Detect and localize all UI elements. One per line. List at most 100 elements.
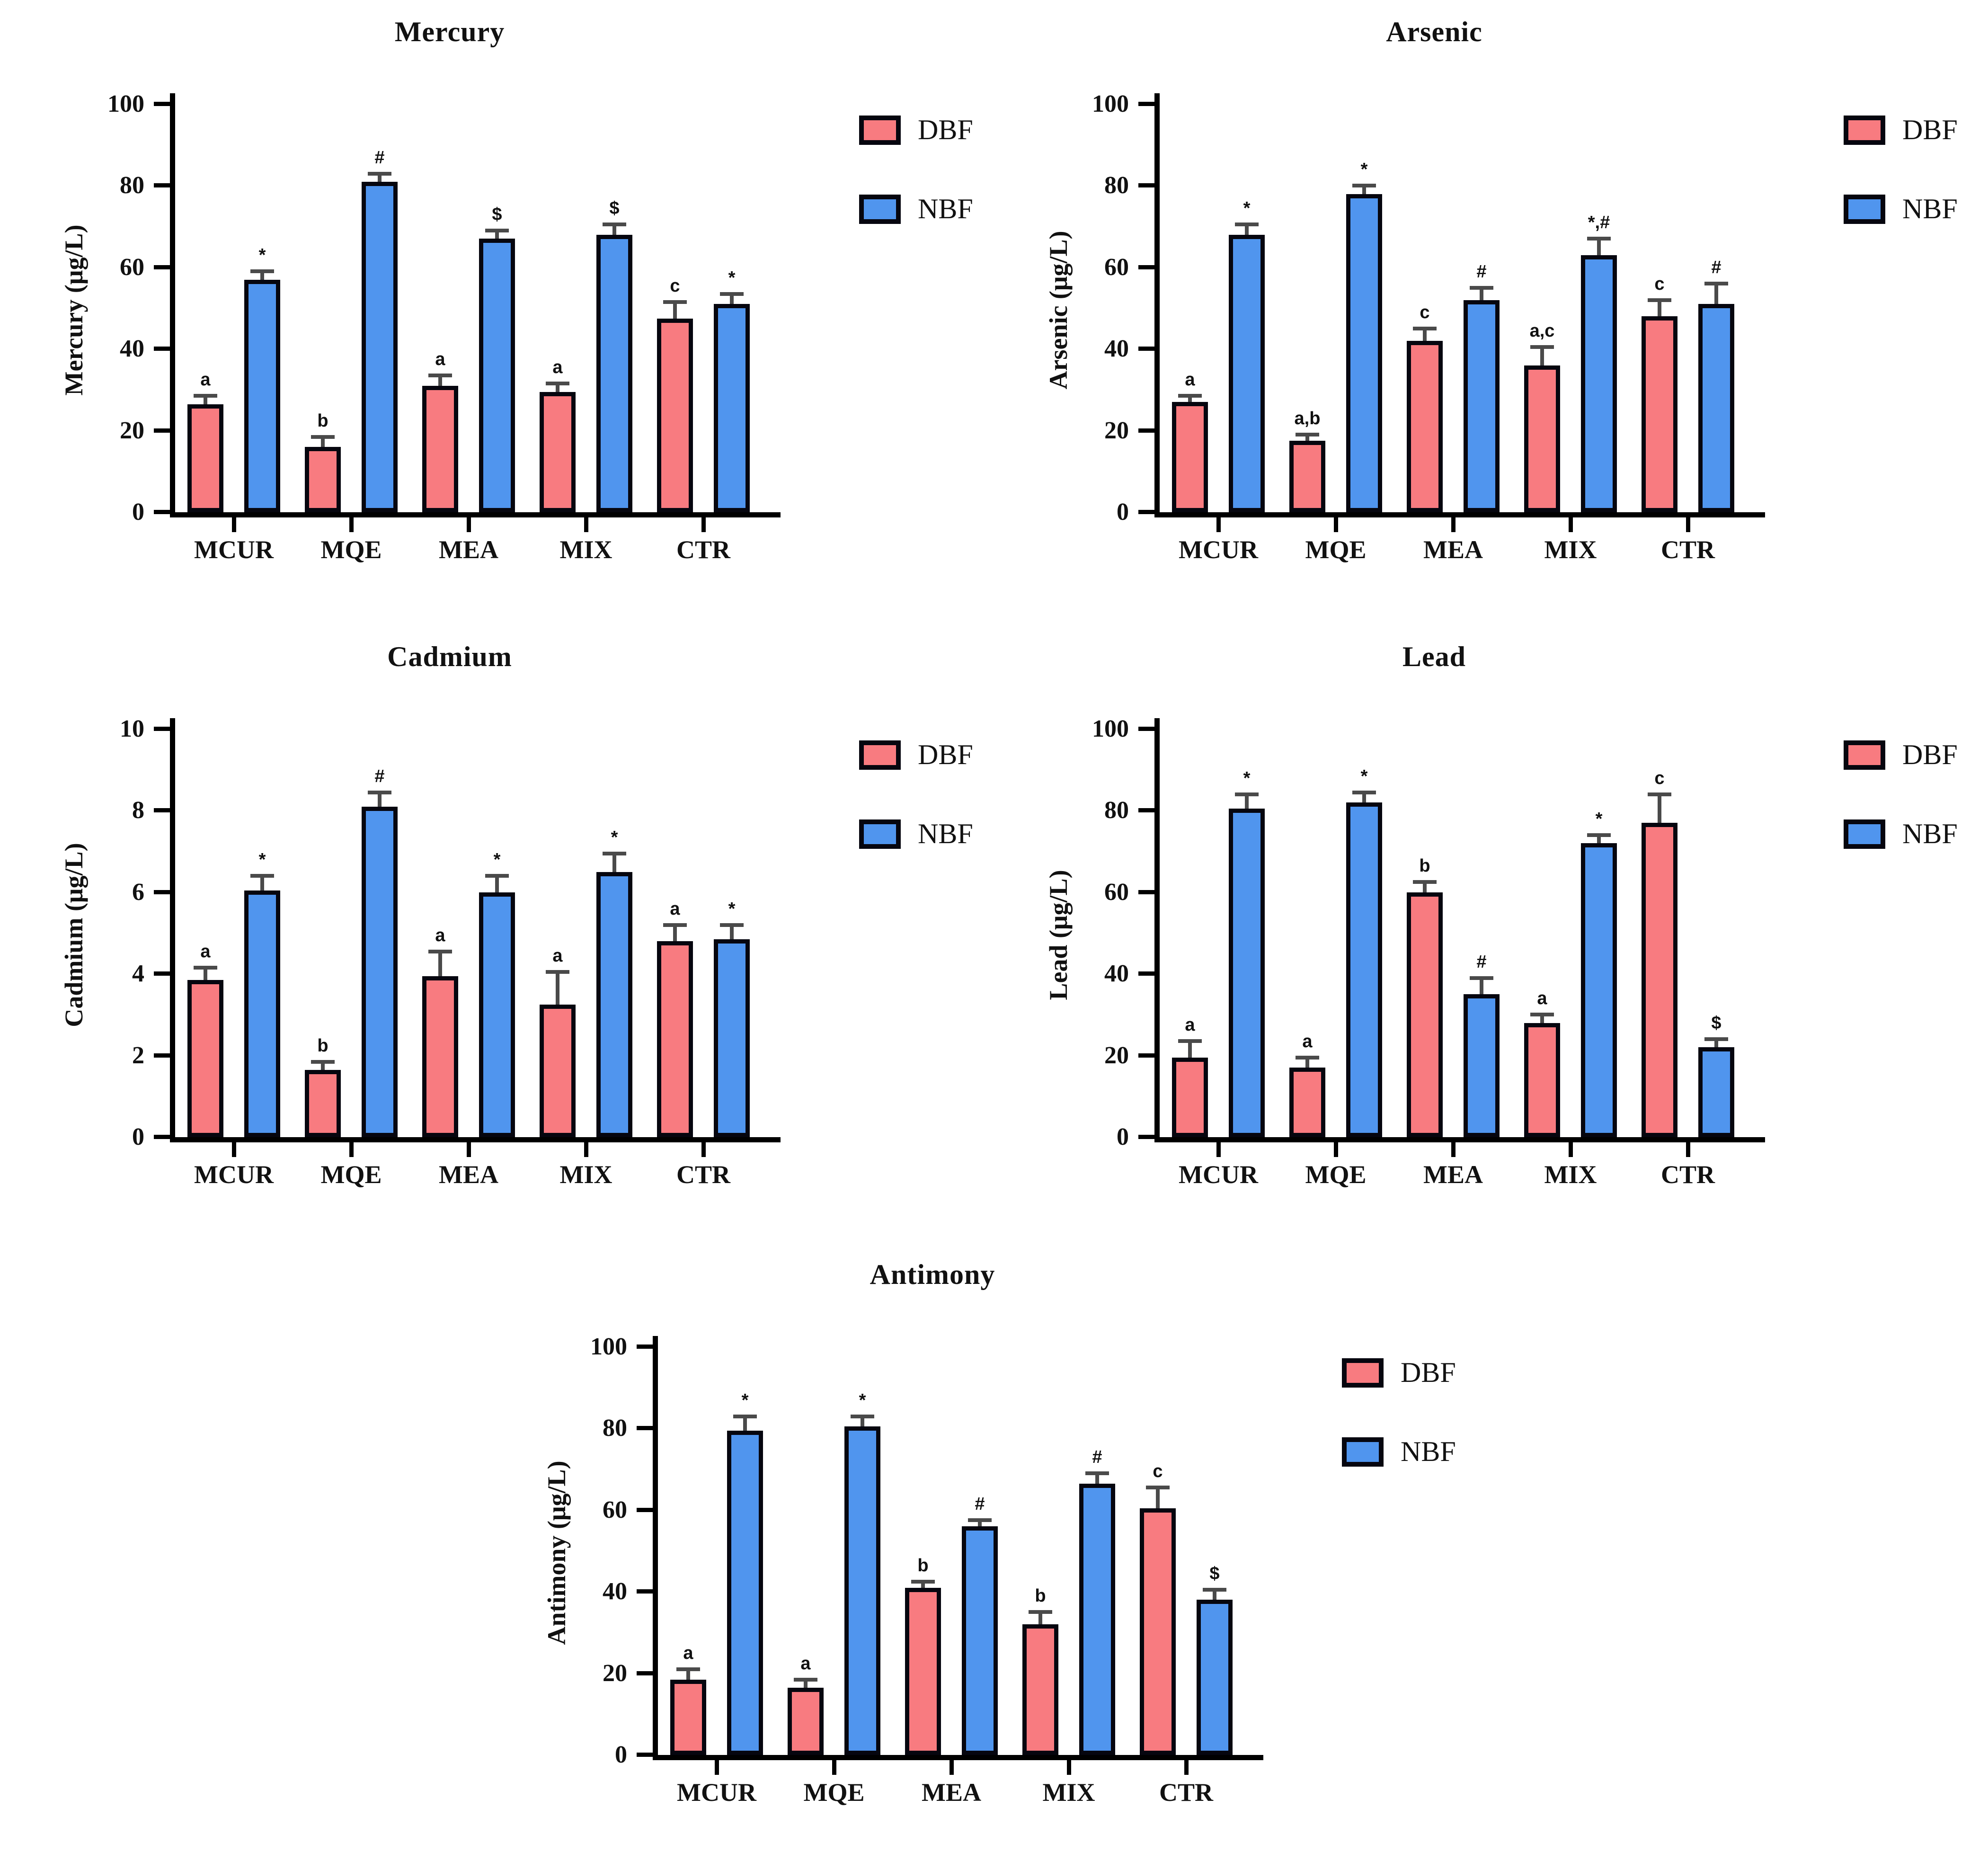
y-tick-label: 0 xyxy=(1117,1123,1129,1150)
bar-nbf xyxy=(1581,843,1617,1137)
significance-label: c xyxy=(1654,768,1665,788)
significance-label: a,c xyxy=(1529,321,1555,341)
x-tick xyxy=(1333,517,1338,532)
y-tick-label: 0 xyxy=(132,499,144,525)
significance-label: # xyxy=(1476,952,1487,972)
significance-label: a xyxy=(200,942,211,962)
x-category-label: CTR xyxy=(1660,1160,1715,1189)
y-tick-label: 100 xyxy=(1092,715,1129,742)
bar-nbf xyxy=(596,872,632,1137)
significance-label: $ xyxy=(492,205,502,225)
chart-antimony: Antimony Antimony (μg/L) 0 20 40 60 80 100 MCU… xyxy=(516,1255,1482,1861)
legend-item-nbf: NBF xyxy=(859,193,973,225)
significance-label: * xyxy=(1360,160,1368,180)
y-tick xyxy=(637,1426,653,1431)
y-tick-label: 60 xyxy=(603,1496,627,1523)
error-cap xyxy=(1587,833,1611,837)
chart-lead: Lead Lead (μg/L) 0 20 40 60 80 100 MCUR a * MQE a *… xyxy=(1018,637,1983,1252)
significance-label: # xyxy=(1092,1447,1102,1468)
error-whisker xyxy=(1540,1015,1544,1023)
x-tick xyxy=(1686,1142,1690,1157)
y-tick-label: 0 xyxy=(132,1123,144,1150)
y-tick xyxy=(1138,183,1154,188)
chart-title: Lead xyxy=(1402,641,1466,672)
error-cap xyxy=(368,790,391,794)
significance-label: a xyxy=(1185,1015,1195,1035)
y-tick-label: 20 xyxy=(603,1659,627,1687)
error-cap xyxy=(368,171,391,176)
legend-item-dbf: DBF xyxy=(1844,114,1958,146)
y-tick xyxy=(1138,727,1154,731)
error-cap xyxy=(851,1414,874,1418)
error-whisker xyxy=(204,396,207,404)
error-cap xyxy=(250,874,274,878)
x-category-label: MIX xyxy=(559,535,612,564)
y-tick-label: 80 xyxy=(1104,172,1129,199)
bar-nbf xyxy=(479,892,515,1137)
legend-label-dbf: DBF xyxy=(918,114,973,145)
y-tick-label: 40 xyxy=(603,1578,627,1605)
dbf-swatch xyxy=(1844,115,1885,145)
x-category-label: MCUR xyxy=(677,1778,756,1807)
x-tick xyxy=(1451,1142,1456,1157)
error-cap xyxy=(676,1667,700,1671)
error-whisker xyxy=(730,925,734,939)
y-tick xyxy=(1138,1135,1154,1139)
error-whisker xyxy=(1188,396,1192,402)
y-tick xyxy=(1138,265,1154,269)
y-axis-line xyxy=(1154,93,1160,512)
error-whisker xyxy=(1362,792,1366,803)
error-cap xyxy=(485,229,509,233)
y-tick-label: 80 xyxy=(1104,797,1129,824)
y-tick xyxy=(154,727,170,731)
error-whisker xyxy=(1305,1057,1309,1068)
legend: DBF NBF xyxy=(1844,114,1958,225)
x-tick xyxy=(1184,1760,1189,1775)
legend-item-nbf: NBF xyxy=(1844,193,1958,225)
error-whisker xyxy=(438,375,442,386)
y-tick xyxy=(1138,890,1154,894)
significance-label: $ xyxy=(609,198,620,219)
error-whisker xyxy=(673,925,677,942)
x-category-label: MEA xyxy=(1423,1160,1483,1189)
error-whisker xyxy=(556,971,559,1005)
significance-label: * xyxy=(611,827,618,847)
chart-title: Mercury xyxy=(394,16,505,47)
error-cap xyxy=(1178,394,1202,398)
error-whisker xyxy=(612,853,616,872)
error-cap xyxy=(720,923,744,927)
y-tick-label: 10 xyxy=(120,715,144,742)
error-cap xyxy=(720,292,744,296)
x-tick xyxy=(349,1142,354,1157)
x-tick xyxy=(1216,517,1221,532)
error-whisker xyxy=(321,436,325,447)
error-whisker xyxy=(1480,978,1483,995)
significance-label: $ xyxy=(1209,1563,1220,1584)
error-cap xyxy=(603,223,626,227)
error-cap xyxy=(250,269,274,274)
bar-dbf xyxy=(1407,340,1443,512)
legend: DBF NBF xyxy=(859,114,973,225)
bar-dbf xyxy=(187,404,223,512)
significance-label: c xyxy=(1420,303,1430,323)
x-category-label: MCUR xyxy=(194,535,274,564)
error-cap xyxy=(1085,1471,1109,1476)
x-category-label: MEA xyxy=(922,1778,981,1807)
error-whisker xyxy=(495,231,499,239)
legend-label-dbf: DBF xyxy=(918,739,973,770)
bar-dbf xyxy=(540,392,576,512)
bar-dbf xyxy=(670,1679,706,1755)
error-cap xyxy=(311,435,335,439)
y-axis-line xyxy=(1154,718,1160,1137)
x-category-label: MQE xyxy=(320,1160,382,1189)
bar-nbf xyxy=(1581,255,1617,512)
error-cap xyxy=(1029,1610,1052,1614)
legend-item-dbf: DBF xyxy=(1844,739,1958,771)
significance-label: a xyxy=(435,349,445,370)
y-tick xyxy=(637,1507,653,1512)
significance-label: # xyxy=(1711,258,1722,278)
x-category-label: MQE xyxy=(803,1778,865,1807)
plot-area: 0 2 4 6 8 10 MCUR a * MQE b # MEA a * MIX a * CTR a * xyxy=(120,715,781,1189)
legend-item-dbf: DBF xyxy=(859,739,973,771)
x-tick xyxy=(1451,517,1456,532)
